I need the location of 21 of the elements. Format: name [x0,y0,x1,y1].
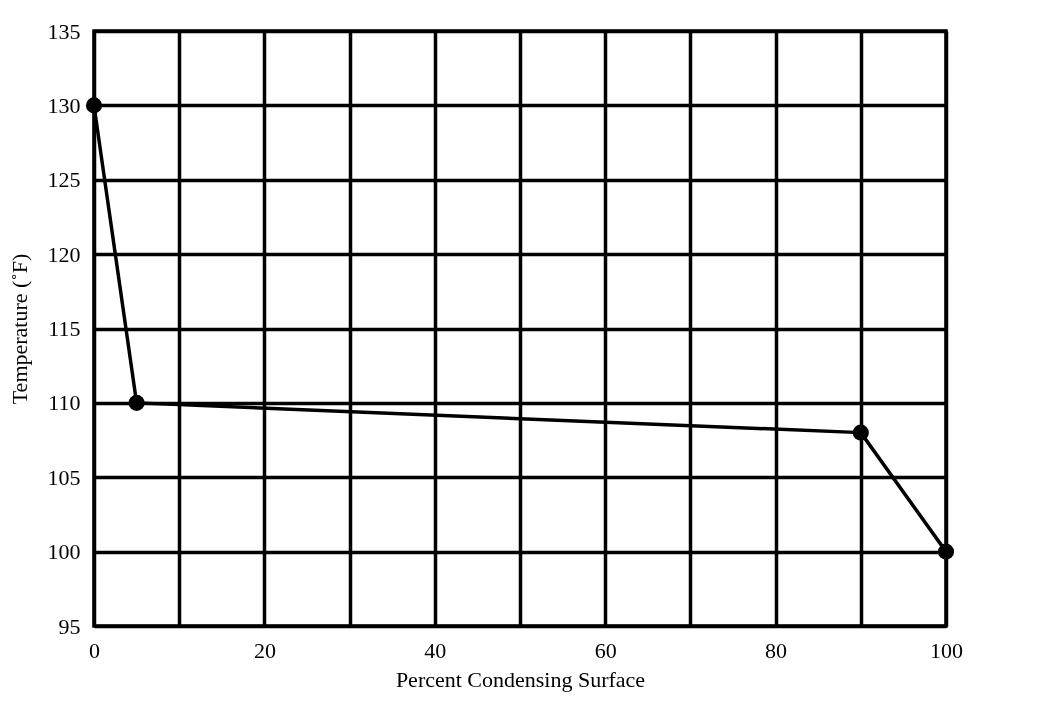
x-tick-label: 60 [594,637,617,663]
y-tick-label: 130 [47,92,81,118]
y-tick-label: 135 [47,18,81,44]
x-tick-label: 40 [424,637,447,663]
y-tick-label: 115 [48,316,81,341]
x-tick-label: 20 [253,637,276,663]
x-tick-label: 100 [930,637,963,663]
y-tick-label: 125 [47,167,81,193]
y-tick-label: 100 [47,539,81,565]
y-tick-label: 105 [47,464,81,490]
y-axis-title: Temperature (˚F) [6,253,32,405]
x-tick-label: 0 [89,637,100,663]
point [937,543,955,560]
point [128,394,145,411]
x-tick-label: 80 [765,637,788,663]
x-axis-title: Percent Condensing Surface [395,666,646,692]
point [852,424,869,441]
point [85,97,103,114]
y-tick-label: 120 [47,241,81,267]
y-tick-label: 95 [58,613,81,639]
y-tick-label: 110 [48,390,81,416]
